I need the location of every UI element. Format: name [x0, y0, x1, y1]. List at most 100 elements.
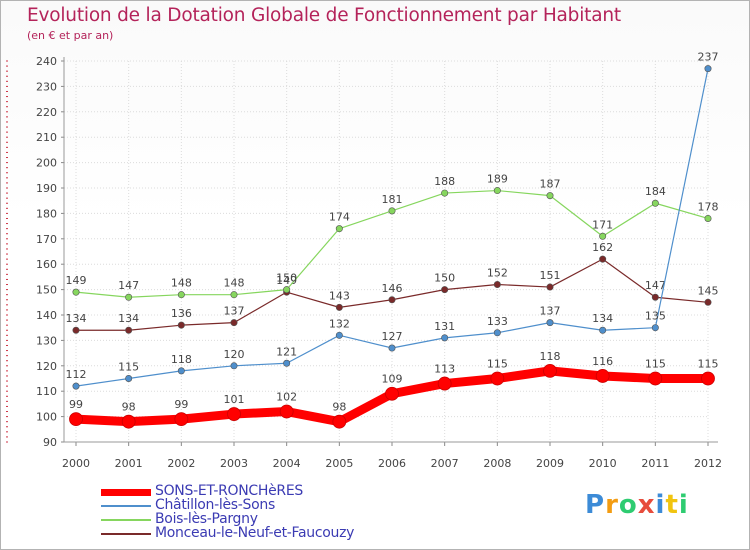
data-point — [704, 214, 712, 222]
data-point — [599, 255, 607, 263]
data-point — [174, 412, 189, 427]
data-label: 152 — [487, 267, 508, 280]
data-point — [701, 371, 715, 386]
logo-letter: r — [605, 490, 619, 520]
y-tick-label: 160 — [36, 258, 57, 271]
data-label: 118 — [540, 350, 561, 363]
y-tick-label: 130 — [36, 334, 57, 347]
data-point — [279, 404, 294, 419]
legend-label: Bois-lès-Pargny — [155, 511, 258, 527]
data-point — [490, 371, 505, 386]
legend-swatch — [101, 488, 151, 496]
data-point — [388, 344, 396, 352]
x-tick-label: 2007 — [431, 457, 459, 470]
data-label: 99 — [174, 398, 188, 411]
y-tick-label: 120 — [36, 360, 57, 373]
data-point — [72, 382, 80, 390]
data-point — [177, 291, 185, 299]
data-point — [437, 376, 452, 391]
x-tick-label: 2010 — [589, 457, 617, 470]
data-point — [72, 288, 80, 296]
data-label: 149 — [66, 274, 87, 287]
y-tick-label: 150 — [36, 284, 57, 297]
x-tick-label: 2011 — [641, 457, 669, 470]
x-tick-label: 2002 — [167, 457, 195, 470]
logo-letter: x — [637, 490, 656, 520]
y-tick-label: 190 — [36, 182, 57, 195]
data-label: 145 — [698, 284, 719, 297]
data-label: 137 — [540, 305, 561, 318]
y-tick-label: 180 — [36, 207, 57, 220]
logo-letter: t — [665, 490, 679, 520]
data-label: 147 — [118, 279, 139, 292]
data-point — [546, 283, 554, 291]
data-label: 133 — [487, 315, 508, 328]
x-tick-label: 2000 — [62, 457, 90, 470]
data-point — [335, 225, 343, 233]
data-point — [493, 281, 501, 289]
data-point — [546, 319, 554, 327]
data-label: 120 — [224, 348, 245, 361]
data-point — [227, 407, 241, 421]
data-label: 143 — [329, 289, 350, 302]
y-tick-label: 220 — [36, 106, 57, 119]
data-point — [599, 326, 607, 334]
y-tick-label: 100 — [36, 411, 57, 424]
data-label: 237 — [698, 51, 719, 64]
y-tick-label: 240 — [36, 55, 57, 68]
y-tick-label: 90 — [43, 436, 57, 449]
data-point — [595, 369, 610, 383]
data-point — [493, 329, 501, 337]
data-label: 134 — [118, 312, 139, 325]
data-label: 146 — [382, 282, 403, 295]
data-point — [599, 232, 607, 240]
legend-label: SONS-ET-RONCHèRES — [155, 483, 303, 499]
data-label: 127 — [382, 330, 403, 343]
data-label: 150 — [434, 272, 455, 285]
data-label: 181 — [382, 193, 403, 206]
data-point — [125, 374, 133, 382]
data-point — [651, 324, 659, 332]
y-tick-label: 170 — [36, 233, 57, 246]
data-label: 115 — [698, 358, 719, 371]
data-label: 148 — [171, 277, 192, 290]
data-label: 113 — [434, 363, 455, 376]
data-label: 148 — [224, 277, 245, 290]
data-label: 99 — [69, 398, 83, 411]
data-label: 137 — [224, 305, 245, 318]
data-point — [335, 303, 343, 311]
legend-label: Monceau-le-Neuf-et-Faucouzy — [155, 525, 355, 541]
data-label: 184 — [645, 185, 666, 198]
data-label: 115 — [645, 358, 666, 371]
data-point — [441, 189, 449, 197]
data-point — [493, 187, 501, 195]
data-point — [441, 286, 449, 294]
y-tick-label: 210 — [36, 131, 57, 144]
x-tick-label: 2012 — [694, 457, 722, 470]
data-point — [125, 293, 133, 301]
legend-label: Châtillon-lès-Sons — [155, 497, 275, 513]
data-point — [543, 363, 557, 378]
proxiti-logo: Proxiti — [585, 490, 689, 520]
data-point — [177, 321, 185, 329]
data-label: 162 — [592, 241, 613, 254]
x-tick-label: 2004 — [273, 457, 301, 470]
logo-letter: i — [655, 490, 666, 520]
data-point — [177, 367, 185, 375]
data-point — [230, 291, 238, 299]
x-tick-label: 2001 — [115, 457, 143, 470]
x-tick-label: 2005 — [325, 457, 353, 470]
data-label: 134 — [592, 312, 613, 325]
x-tick-label: 2003 — [220, 457, 248, 470]
data-point — [704, 65, 712, 73]
legend-swatch — [101, 505, 151, 507]
y-tick-label: 200 — [36, 157, 57, 170]
chart-title: Evolution de la Dotation Globale de Fonc… — [27, 5, 621, 26]
data-label: 109 — [382, 373, 403, 386]
data-label: 147 — [645, 279, 666, 292]
data-label: 118 — [171, 353, 192, 366]
data-label: 116 — [592, 355, 613, 368]
data-label: 189 — [487, 173, 508, 186]
data-point — [121, 414, 136, 429]
data-label: 115 — [487, 358, 508, 371]
